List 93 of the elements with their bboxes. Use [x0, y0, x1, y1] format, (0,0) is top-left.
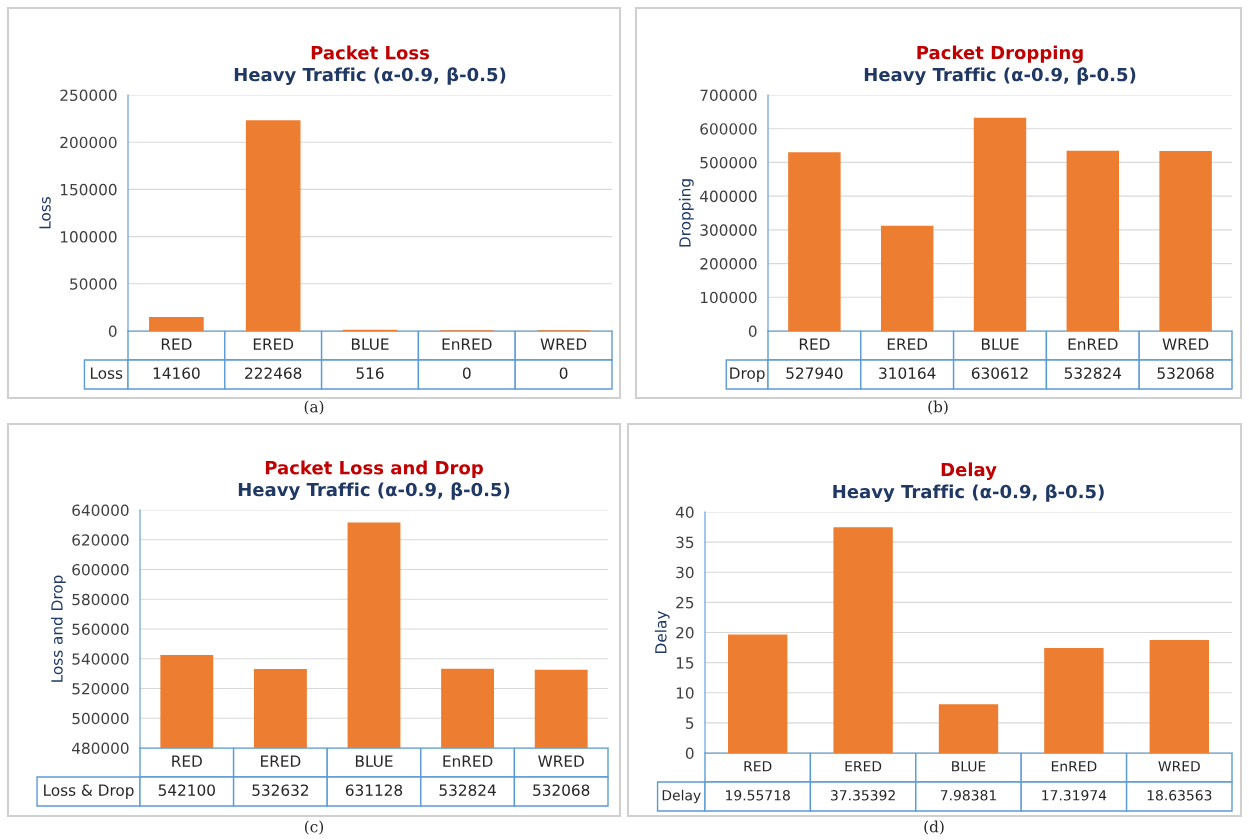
chart-subtitle: Heavy Traffic (α-0.9, β-0.5): [238, 482, 510, 501]
y-tick-label: 10: [676, 687, 694, 699]
data-label: 310164: [879, 367, 936, 379]
y-tick-label: 15: [676, 657, 694, 669]
x-tick-label: EnRED: [442, 338, 492, 350]
y-tick-label: 35: [676, 536, 694, 549]
x-tick-label: BLUE: [952, 761, 986, 772]
text: Drop: [730, 367, 765, 382]
chart-title: Packet Loss and Drop: [265, 460, 483, 478]
text: (b): [928, 400, 948, 415]
data-label: 630612: [971, 367, 1028, 379]
y-tick-label: 400000: [700, 190, 757, 203]
y-tick-label: 100000: [60, 231, 117, 243]
data-label: 37.35392: [831, 790, 895, 801]
y-tick-label: 20: [676, 626, 694, 639]
y-tick-label: 250000: [60, 89, 117, 102]
y-tick-label: 40: [675, 506, 694, 519]
chart-title: Packet Dropping: [917, 45, 1083, 63]
x-tick-label: ERED: [253, 338, 294, 350]
x-tick-label: RED: [172, 755, 202, 767]
chart-subtitle: Heavy Traffic (α-0.9, β-0.5): [864, 67, 1136, 86]
y-axis-title: Dropping: [678, 179, 694, 247]
y-axis-title: Loss: [39, 196, 51, 229]
y-tick-label: 540000: [72, 653, 129, 665]
x-tick-label: RED: [799, 338, 830, 350]
y-tick-label: 600000: [72, 563, 129, 576]
y-tick-label: 30: [676, 566, 694, 579]
x-tick-label: BLUE: [981, 338, 1019, 350]
y-tick-label: 25: [676, 596, 694, 609]
data-label: 532824: [439, 784, 496, 796]
x-tick-label: EnRED: [443, 755, 493, 767]
text: (c): [304, 820, 324, 835]
data-label: 18.63563: [1147, 790, 1212, 801]
chart-subtitle: Heavy Traffic (α-0.9, β-0.5): [234, 67, 506, 86]
y-tick-label: 560000: [72, 623, 129, 636]
data-label: 532824: [1064, 367, 1122, 379]
y-tick-label: 150000: [60, 183, 117, 196]
chart-title: Delay: [941, 462, 997, 480]
y-tick-label: 100000: [700, 291, 757, 304]
data-label: 19.55718: [726, 790, 790, 801]
y-tick-label: 300000: [700, 224, 757, 236]
y-tick-label: 500000: [72, 712, 129, 725]
data-label: 0: [462, 367, 471, 379]
x-tick-label: WRED: [1162, 338, 1209, 350]
y-tick-label: 640000: [72, 504, 129, 517]
data-label: 532632: [252, 784, 309, 796]
x-tick-label: WRED: [538, 755, 584, 767]
x-tick-label: ERED: [845, 761, 882, 772]
y-tick-label: 700000: [700, 89, 757, 102]
data-label: 532068: [533, 784, 590, 796]
text: (a): [304, 400, 324, 415]
y-tick-label: 480000: [72, 742, 129, 755]
y-tick-label: 0: [685, 747, 694, 760]
text: (d): [924, 820, 944, 835]
y-axis-title: Loss and Drop: [50, 575, 66, 682]
data-label: 14160: [153, 367, 200, 379]
text: Loss: [90, 367, 123, 379]
x-tick-label: EnRED: [1068, 338, 1118, 350]
data-label: 532068: [1157, 367, 1214, 379]
bar: [149, 316, 204, 331]
x-tick-label: EnRED: [1051, 761, 1097, 772]
x-tick-label: ERED: [261, 755, 301, 767]
data-label: 0: [559, 367, 568, 379]
data-label: 542100: [158, 784, 215, 796]
text: Delay: [662, 789, 701, 804]
y-tick-label: 500000: [700, 156, 757, 169]
data-label: 7.98381: [940, 790, 996, 801]
y-tick-label: 600000: [700, 123, 757, 135]
data-label: 17.31974: [1042, 790, 1107, 801]
y-tick-label: 0: [748, 325, 757, 338]
x-tick-label: RED: [744, 761, 772, 772]
y-tick-label: 0: [108, 325, 117, 338]
data-label: 222468: [245, 367, 302, 379]
y-tick-label: 620000: [72, 534, 129, 546]
x-tick-label: BLUE: [351, 338, 389, 350]
x-tick-label: RED: [161, 338, 192, 350]
y-tick-label: 200000: [700, 258, 757, 270]
x-tick-label: BLUE: [355, 755, 393, 767]
data-label: 527940: [786, 367, 843, 379]
series-label: Loss & Drop: [44, 784, 134, 799]
y-tick-label: 5: [686, 717, 694, 729]
chart-title: Packet Loss: [311, 45, 430, 60]
x-tick-label: ERED: [887, 338, 928, 350]
y-tick-label: 520000: [72, 682, 129, 695]
y-tick-label: 580000: [72, 593, 129, 606]
y-tick-label: 200000: [60, 136, 117, 149]
data-label: 631128: [345, 784, 403, 796]
x-tick-label: WRED: [1158, 761, 1200, 772]
chart-subtitle: Heavy Traffic (α-0.9, β-0.5): [833, 484, 1104, 503]
y-tick-label: 50000: [70, 278, 117, 290]
data-label: 516: [356, 367, 384, 379]
x-tick-label: WRED: [540, 338, 587, 350]
y-axis-title: Delay: [654, 611, 670, 653]
